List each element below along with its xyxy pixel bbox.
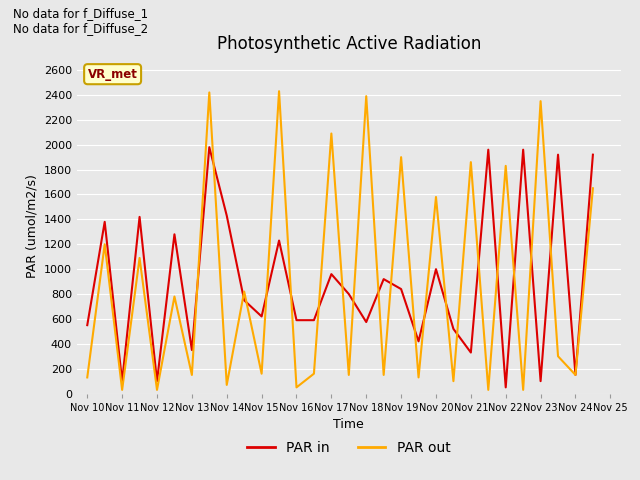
PAR in	[519, 147, 527, 153]
PAR out	[188, 372, 196, 378]
PAR in	[258, 313, 266, 319]
PAR out	[258, 371, 266, 377]
PAR in	[554, 152, 562, 157]
PAR in	[432, 266, 440, 272]
PAR out	[380, 372, 387, 378]
PAR out	[83, 374, 91, 380]
PAR in	[171, 231, 179, 237]
PAR in	[241, 298, 248, 303]
PAR in	[397, 286, 405, 292]
PAR out	[328, 131, 335, 136]
PAR out	[519, 387, 527, 393]
PAR in	[188, 347, 196, 353]
PAR out	[136, 255, 143, 261]
PAR out	[292, 384, 300, 390]
PAR out	[171, 294, 179, 300]
PAR in	[83, 322, 91, 328]
PAR out	[554, 353, 562, 359]
PAR in	[537, 378, 545, 384]
PAR in	[467, 349, 475, 355]
PAR in	[205, 144, 213, 150]
PAR out	[449, 378, 457, 384]
PAR out	[502, 163, 509, 169]
PAR in	[328, 271, 335, 277]
PAR out	[101, 241, 109, 247]
PAR in	[572, 372, 579, 378]
PAR out	[589, 185, 596, 191]
PAR out	[467, 159, 475, 165]
PAR in	[380, 276, 387, 282]
Text: No data for f_Diffuse_2: No data for f_Diffuse_2	[13, 22, 148, 35]
Line: PAR out: PAR out	[87, 91, 593, 390]
PAR out	[345, 372, 353, 378]
Y-axis label: PAR (umol/m2/s): PAR (umol/m2/s)	[25, 174, 38, 277]
PAR out	[484, 387, 492, 393]
PAR in	[101, 219, 109, 225]
PAR in	[362, 319, 370, 325]
PAR out	[241, 288, 248, 294]
PAR in	[118, 378, 126, 384]
PAR out	[223, 382, 230, 388]
PAR out	[362, 93, 370, 99]
Legend: PAR in, PAR out: PAR in, PAR out	[242, 435, 456, 461]
PAR in	[345, 291, 353, 297]
PAR out	[572, 372, 579, 378]
PAR out	[310, 371, 318, 377]
PAR in	[136, 214, 143, 220]
PAR in	[589, 152, 596, 157]
X-axis label: Time: Time	[333, 418, 364, 431]
Text: VR_met: VR_met	[88, 68, 138, 81]
PAR in	[502, 384, 509, 390]
PAR out	[205, 90, 213, 96]
PAR out	[537, 98, 545, 104]
PAR in	[153, 378, 161, 384]
Text: No data for f_Diffuse_1: No data for f_Diffuse_1	[13, 7, 148, 20]
PAR out	[415, 374, 422, 380]
PAR in	[223, 213, 230, 218]
PAR in	[310, 317, 318, 323]
PAR in	[449, 326, 457, 332]
PAR out	[432, 194, 440, 200]
Title: Photosynthetic Active Radiation: Photosynthetic Active Radiation	[216, 35, 481, 53]
PAR out	[397, 154, 405, 160]
PAR in	[415, 338, 422, 344]
PAR out	[118, 387, 126, 393]
Line: PAR in: PAR in	[87, 147, 593, 387]
PAR out	[275, 88, 283, 94]
PAR in	[275, 238, 283, 243]
PAR in	[292, 317, 300, 323]
PAR in	[484, 147, 492, 153]
PAR out	[153, 387, 161, 393]
